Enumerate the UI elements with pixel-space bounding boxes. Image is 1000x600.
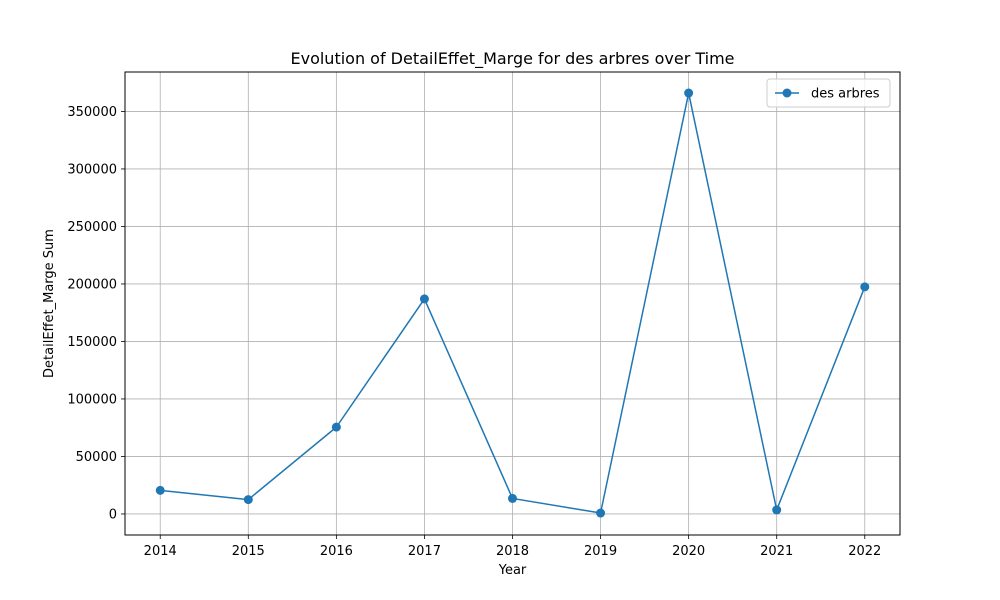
y-tick-label: 50000 [76, 450, 117, 465]
data-point [419, 294, 429, 304]
y-tick-label: 0 [109, 507, 117, 522]
data-point [596, 508, 606, 518]
axis-ticks: 2014 2015 2016 2017 2018 2019 2020 2021 2022 0 500… [67, 105, 881, 559]
x-tick-label: 2022 [848, 544, 881, 559]
x-tick-label: 2020 [672, 544, 705, 559]
data-point [508, 493, 517, 503]
x-tick-label: 2021 [760, 544, 793, 559]
x-tick-label: 2019 [584, 544, 617, 559]
y-tick-label: 300000 [67, 162, 117, 177]
y-tick-label: 150000 [67, 335, 117, 350]
data-point [155, 485, 165, 495]
data-point [684, 88, 694, 98]
data-point [772, 505, 782, 515]
y-tick-label: 350000 [67, 105, 117, 120]
x-tick-label: 2016 [320, 544, 353, 559]
legend-label: des arbres [811, 87, 880, 102]
y-tick-label: 100000 [67, 392, 117, 407]
data-point [243, 495, 253, 505]
x-tick-label: 2018 [496, 544, 529, 559]
data-point [331, 422, 341, 432]
series-layer [155, 88, 870, 518]
grid [125, 72, 900, 535]
legend-box [766, 78, 891, 108]
x-tick-label: 2017 [408, 544, 441, 559]
legend-marker-swatch [782, 88, 792, 98]
legend: des arbres [766, 78, 891, 108]
y-tick-label: 250000 [67, 220, 117, 235]
y-tick-label: 200000 [67, 277, 117, 292]
y-axis-label: DetailEffet_Marge Sum [42, 229, 57, 378]
x-axis-label: Year [498, 563, 527, 578]
chart-title: Evolution of DetailEffet_Marge for des a… [290, 49, 734, 69]
data-point [860, 282, 870, 292]
x-tick-label: 2014 [144, 544, 177, 559]
x-tick-label: 2015 [232, 544, 265, 559]
